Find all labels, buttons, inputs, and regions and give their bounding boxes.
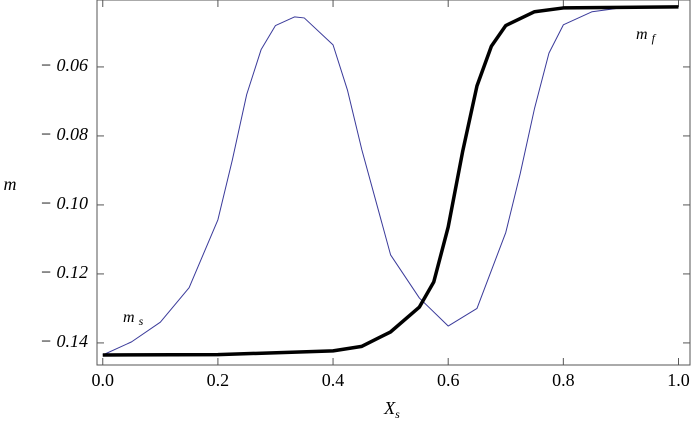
y-tick-label: − 0.14 (40, 331, 88, 351)
x-axis-label-sub: s (395, 407, 400, 421)
y-tick-label: − 0.06 (40, 55, 88, 75)
x-tick-label: 0.8 (552, 370, 575, 390)
x-tick-label: 0.4 (322, 370, 345, 390)
y-tick-label: − 0.12 (40, 262, 88, 282)
x-tick-label: 0.2 (207, 370, 230, 390)
x-axis-label-main: X (383, 398, 396, 418)
annotation-main: m (636, 26, 648, 43)
series-line (102, 5, 679, 357)
x-tick-label: 1.0 (667, 370, 690, 390)
annotation-sub: s (139, 314, 144, 328)
y-tick-label: − 0.08 (40, 124, 88, 144)
y-axis-label: m (4, 174, 17, 194)
plot-frame (96, 0, 691, 366)
x-axis-label: Xs (383, 398, 400, 421)
y-tick-label: − 0.10 (40, 193, 88, 213)
x-tick-label: 0.6 (437, 370, 460, 390)
series-line (102, 6, 679, 356)
x-tick-label: 0.0 (92, 370, 115, 390)
annotation-main: m (123, 309, 135, 326)
annotation-sub: f (652, 31, 657, 45)
